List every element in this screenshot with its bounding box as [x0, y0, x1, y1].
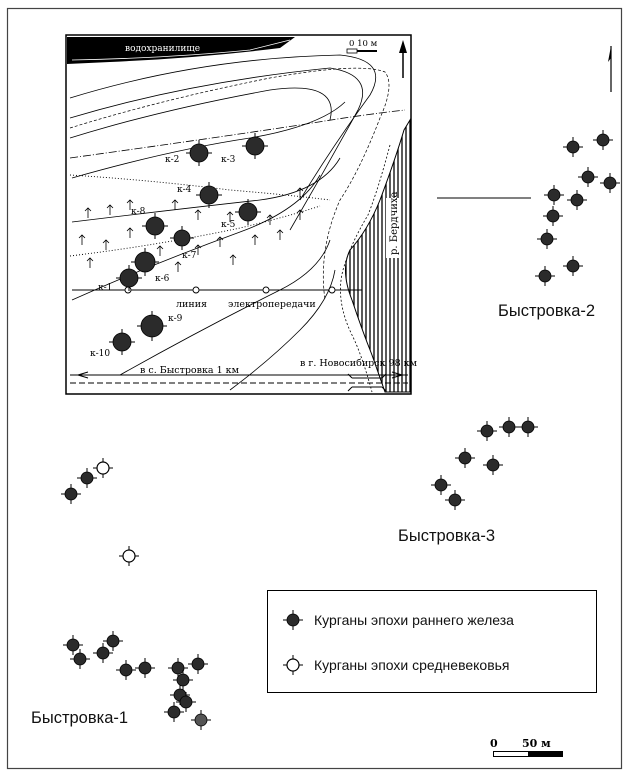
legend-box: [267, 590, 597, 693]
power-line: [72, 286, 362, 294]
iron-age-mound: [578, 167, 598, 187]
mound-label: к-7: [182, 251, 197, 261]
dirt-road-upper: [69, 67, 390, 301]
iron-age-mound: [600, 173, 620, 193]
mound-label: к-10: [90, 349, 110, 359]
inset-scale: 0 10 м: [346, 39, 378, 54]
iron-age-mound: [563, 137, 583, 157]
iron-age-mound: [188, 654, 208, 674]
reservoir-shore: [67, 37, 295, 64]
iron-age-mound: [135, 658, 155, 678]
iron-age-mound: [563, 256, 583, 276]
iron-age-mound: [61, 484, 81, 504]
scale-bar: 0 50 м: [490, 737, 563, 757]
scale-zero-label: 0: [490, 737, 498, 750]
site-label-bystrovka-3: Быстровка-3: [398, 527, 495, 545]
iron-age-mound: [518, 417, 538, 437]
medieval-mound: [119, 546, 139, 566]
iron-age-mound: [537, 229, 557, 249]
iron-age-mound: [63, 635, 83, 655]
mound-label: к-5: [221, 220, 236, 230]
bridge-icon: [347, 373, 387, 392]
scale-value-label: 50 м: [522, 737, 551, 750]
site-bystrovka-1-mounds: [63, 631, 211, 730]
iron-age-mound: [176, 692, 196, 712]
inset-mound-k4: [196, 182, 222, 208]
inset-mound-k2: [186, 140, 212, 166]
iron-age-mound: [93, 643, 113, 663]
legend: Курганы эпохи раннего железа Курганы эпо…: [267, 590, 597, 693]
mound-label: к-4: [177, 185, 192, 195]
tree-symbols: [78, 187, 304, 272]
iron-age-mound: [116, 660, 136, 680]
mound-label: к-6: [155, 274, 170, 284]
inset-mound-k1: [116, 265, 142, 291]
legend-iron-age-label: Курганы эпохи раннего железа: [314, 612, 514, 628]
dash-dot-line: [69, 109, 406, 159]
legend-medieval-label: Курганы эпохи средневековья: [314, 657, 510, 673]
iron-age-mound: [431, 475, 451, 495]
inset-scale-label: 0 10 м: [349, 39, 378, 49]
iron-age-mound: [445, 490, 465, 510]
power-line-label-2: электропередачи: [228, 299, 316, 310]
site-bystrovka-2-mounds: [535, 130, 620, 286]
forest-boundary-north: [69, 174, 331, 201]
road-right-label: в г. Новосибирск 98 км: [300, 358, 418, 369]
iron-age-mound: [543, 206, 563, 226]
iron-age-mound: [168, 658, 188, 678]
west-mounds: [61, 458, 139, 566]
inset-mound-k9: [137, 311, 167, 341]
inset-mound-k7: [170, 226, 194, 250]
contour-lines: [69, 54, 376, 391]
inset-mound-labels: к-1 к-2 к-3 к-4 к-5 к-6 к-7 к-8 к-9 к-10: [90, 155, 236, 359]
mound-label: к-1: [98, 283, 112, 293]
highway: [70, 371, 408, 384]
iron-age-mound: [544, 185, 564, 205]
iron-age-mound: [455, 448, 475, 468]
river-label-bg: [386, 198, 401, 258]
site-label-bystrovka-2: Быстровка-2: [498, 302, 595, 320]
legend-iron-age-icon: [283, 610, 303, 630]
power-line-label-1: линия: [176, 299, 207, 310]
iron-age-mound: [70, 649, 90, 669]
north-arrow-icon: [399, 40, 407, 78]
legend-medieval-icon: [283, 655, 303, 675]
mound-label: к-8: [131, 207, 146, 217]
inset-mounds: [109, 133, 268, 355]
site-bystrovka-3-mounds: [431, 417, 538, 510]
inset-mound-k6: [131, 248, 159, 276]
page-frame: [6, 7, 623, 770]
iron-age-mound: [483, 455, 503, 475]
mound-label: к-3: [221, 155, 236, 165]
inset-mound-k3: [242, 133, 268, 159]
river-label: р. Бердчиха: [389, 192, 400, 256]
medieval-mound: [93, 458, 113, 478]
mound-label: к-9: [168, 314, 183, 324]
reservoir-label: водохранилище: [125, 44, 200, 54]
iron-age-mound: [164, 702, 184, 722]
inset-mound-k10: [109, 329, 135, 355]
iron-age-mound: [103, 631, 123, 651]
iron-age-mound: [567, 190, 587, 210]
iron-age-mound: [477, 421, 497, 441]
inset-mound-k5: [235, 199, 261, 225]
iron-age-mound: [499, 417, 519, 437]
river: [340, 118, 411, 393]
iron-age-mound: [593, 130, 613, 150]
iron-age-mound: [77, 468, 97, 488]
road-left-label: в с. Быстровка 1 км: [140, 365, 240, 376]
iron-age-mound: [173, 670, 193, 690]
site-label-bystrovka-1: Быстровка-1: [31, 709, 128, 727]
mound-label: к-2: [165, 155, 179, 165]
iron-age-mound: [535, 266, 555, 286]
inset-mound-k8: [142, 213, 168, 239]
iron-age-mound-highlight: [191, 710, 211, 730]
north-arrow-outer-icon: [608, 46, 612, 92]
